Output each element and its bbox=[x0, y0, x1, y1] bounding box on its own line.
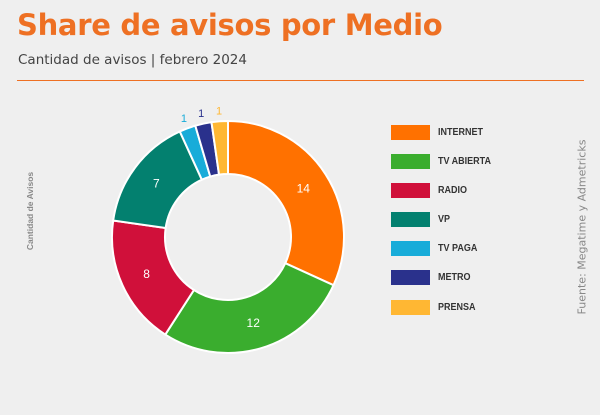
value-label-vp: 7 bbox=[153, 176, 160, 190]
legend-swatch bbox=[391, 183, 430, 199]
chart-slices bbox=[111, 119, 345, 354]
legend-item-internet: INTERNET bbox=[391, 125, 497, 140]
slice-tv-abierta bbox=[163, 261, 335, 354]
legend-swatch bbox=[391, 241, 430, 257]
value-label-radio: 8 bbox=[143, 267, 150, 281]
value-label-internet: 14 bbox=[297, 182, 311, 196]
legend-label: TV ABIERTA bbox=[438, 156, 492, 168]
legend-item-prensa: PRENSA bbox=[391, 299, 497, 315]
legend-label: INTERNET bbox=[438, 127, 483, 138]
legend-label: RADIO bbox=[438, 185, 468, 197]
value-label-tv-paga: 1 bbox=[181, 113, 187, 125]
slice-prensa bbox=[210, 119, 229, 176]
legend-label: VP bbox=[438, 214, 451, 226]
legend-label: METRO bbox=[438, 272, 471, 284]
legend-swatch bbox=[391, 154, 430, 170]
legend-swatch bbox=[391, 125, 430, 140]
value-label-metro: 1 bbox=[198, 108, 204, 120]
legend-item-tv-paga: TV PAGA bbox=[391, 241, 497, 257]
legend-item-vp: VP bbox=[391, 212, 497, 228]
source-note: Fuente: Megatime y Admetricks bbox=[575, 139, 589, 315]
page-subtitle: Cantidad de avisos | febrero 2024 bbox=[18, 52, 247, 68]
legend-swatch bbox=[391, 299, 430, 315]
legend-item-tv-abierta: TV ABIERTA bbox=[391, 154, 497, 170]
legend-item-radio: RADIO bbox=[391, 183, 497, 199]
legend-swatch bbox=[391, 212, 430, 228]
legend-swatch bbox=[391, 270, 430, 286]
chart-legend: INTERNET TV ABIERTA RADIO VP TV PAGA METRO PRE… bbox=[391, 125, 497, 329]
header-divider bbox=[17, 80, 584, 81]
legend-item-metro: METRO bbox=[391, 270, 497, 286]
slice-internet bbox=[227, 119, 345, 287]
page-title: Share de avisos por Medio bbox=[17, 8, 443, 42]
y-axis-label: Cantidad de Avisos bbox=[25, 171, 35, 251]
value-label-prensa: 1 bbox=[216, 105, 222, 117]
legend-label: PRENSA bbox=[438, 301, 476, 313]
legend-label: TV PAGA bbox=[438, 243, 478, 255]
value-label-tv-abierta: 12 bbox=[247, 316, 261, 330]
